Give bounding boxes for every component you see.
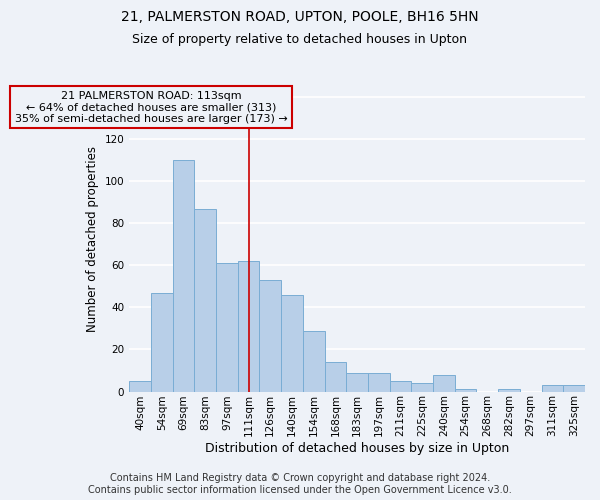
Text: 21 PALMERSTON ROAD: 113sqm
← 64% of detached houses are smaller (313)
35% of sem: 21 PALMERSTON ROAD: 113sqm ← 64% of deta… bbox=[14, 90, 287, 124]
Bar bbox=[325, 362, 346, 392]
Bar bbox=[346, 372, 368, 392]
Bar bbox=[389, 381, 412, 392]
Bar bbox=[303, 330, 325, 392]
Bar bbox=[368, 372, 389, 392]
Bar bbox=[151, 292, 173, 392]
Bar bbox=[498, 390, 520, 392]
Bar bbox=[129, 381, 151, 392]
Bar bbox=[259, 280, 281, 392]
Text: 21, PALMERSTON ROAD, UPTON, POOLE, BH16 5HN: 21, PALMERSTON ROAD, UPTON, POOLE, BH16 … bbox=[121, 10, 479, 24]
Text: Size of property relative to detached houses in Upton: Size of property relative to detached ho… bbox=[133, 32, 467, 46]
Bar bbox=[238, 261, 259, 392]
Bar bbox=[216, 263, 238, 392]
X-axis label: Distribution of detached houses by size in Upton: Distribution of detached houses by size … bbox=[205, 442, 509, 455]
Bar bbox=[173, 160, 194, 392]
Bar bbox=[563, 385, 585, 392]
Bar bbox=[542, 385, 563, 392]
Bar bbox=[455, 390, 476, 392]
Y-axis label: Number of detached properties: Number of detached properties bbox=[86, 146, 99, 332]
Bar bbox=[433, 374, 455, 392]
Bar bbox=[194, 208, 216, 392]
Bar bbox=[412, 383, 433, 392]
Bar bbox=[281, 295, 303, 392]
Text: Contains HM Land Registry data © Crown copyright and database right 2024.
Contai: Contains HM Land Registry data © Crown c… bbox=[88, 474, 512, 495]
